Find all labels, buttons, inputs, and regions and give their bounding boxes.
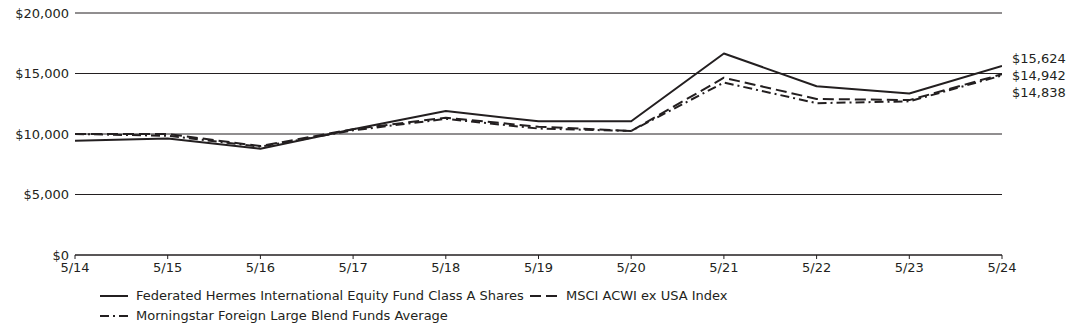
chart: $0$5,000$10,000$15,000$20,0005/145/155/1… [0,0,1085,335]
x-tick [538,255,539,259]
x-tick [723,255,724,259]
x-tick-label: 5/19 [524,260,553,275]
grid-line [75,73,1002,74]
x-tick-label: 5/23 [895,260,924,275]
x-tick-label: 5/17 [338,260,367,275]
grid-line [75,194,1002,195]
x-tick [631,255,632,259]
y-tick-label: $15,000 [15,66,69,81]
x-tick-label: 5/14 [60,260,89,275]
series-line [75,75,1002,146]
legend-swatch [530,295,558,297]
y-tick-label: $20,000 [15,6,69,21]
legend-swatch [100,295,128,297]
x-tick [909,255,910,259]
x-tick-label: 5/21 [709,260,738,275]
x-tick-label: 5/15 [153,260,182,275]
x-tick-label: 5/16 [246,260,275,275]
legend-label: Morningstar Foreign Large Blend Funds Av… [136,308,448,323]
x-tick-label: 5/18 [431,260,460,275]
x-tick [260,255,261,259]
legend-label: MSCI ACWI ex USA Index [566,288,728,303]
x-tick-label: 5/20 [617,260,646,275]
grid-line [75,13,1002,14]
x-tick [75,255,76,259]
y-tick-label: $5,000 [24,187,70,202]
legend-swatch [100,315,128,317]
grid-line [75,134,1002,135]
end-label: $14,942 [1012,68,1066,83]
x-tick-label: 5/22 [802,260,831,275]
series-line [75,54,1002,149]
series-group [75,54,1002,149]
x-tick [353,255,354,259]
x-tick [445,255,446,259]
end-label: $15,624 [1012,51,1066,66]
legend-label: Federated Hermes International Equity Fu… [136,288,524,303]
x-tick [816,255,817,259]
series-line [75,74,1002,146]
x-tick [1002,255,1003,259]
end-label: $14,838 [1012,85,1066,100]
y-tick-label: $10,000 [15,127,69,142]
x-tick [167,255,168,259]
x-tick-label: 5/24 [987,260,1016,275]
